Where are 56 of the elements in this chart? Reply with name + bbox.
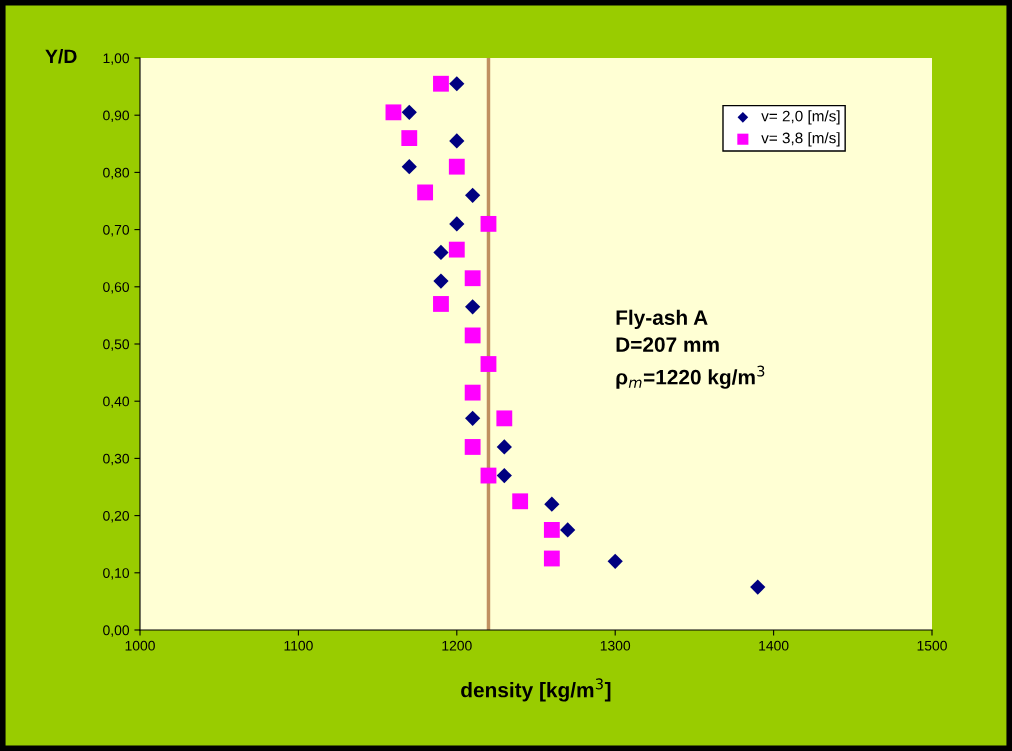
annotation: Fly-ash A D=207 mm ρ$_{m}$=1220 kg/m$^{3}$ [616, 309, 765, 389]
y-tick-label: 0,50 [103, 339, 130, 351]
point [401, 130, 418, 146]
point [496, 467, 512, 484]
point [433, 273, 449, 289]
y-axis-title: Y/D [45, 48, 77, 64]
point [401, 104, 417, 120]
point [480, 356, 497, 372]
point [560, 522, 576, 538]
point [512, 493, 529, 510]
point [480, 467, 497, 484]
point [465, 299, 481, 315]
point [496, 410, 513, 427]
point [543, 521, 560, 538]
y-tick-label: 1,00 [103, 53, 130, 65]
point [449, 76, 465, 92]
point [449, 133, 465, 149]
x-tick-label: 1500 [917, 640, 947, 651]
y-tick-label: 0,10 [103, 568, 130, 580]
y-tick-label: 0,40 [103, 396, 130, 409]
point [464, 327, 481, 344]
legend-label: v= 2,0 [m/s] [761, 110, 840, 125]
y-tick-label: 0,70 [103, 224, 130, 237]
point [417, 184, 434, 201]
point [465, 187, 481, 203]
point [448, 241, 465, 258]
point [464, 439, 481, 455]
x-tick-label: 1100 [284, 640, 313, 651]
point [496, 439, 512, 455]
y-tick-label: 0,90 [103, 110, 130, 123]
point [464, 270, 481, 287]
x-tick-label: 1400 [759, 640, 789, 651]
point [464, 384, 481, 401]
x-axis-title: density [kg/m$^{3}$] [461, 678, 611, 702]
point [543, 550, 560, 567]
point [465, 410, 481, 426]
y-tick-label: 0,80 [103, 167, 130, 180]
y-tick-label: 0,00 [103, 625, 130, 637]
point [449, 216, 465, 232]
y-tick-label: 0,60 [103, 282, 130, 294]
point [433, 75, 449, 92]
point [401, 159, 417, 175]
x-tick-label: 1300 [600, 640, 631, 651]
x-tick-label: 1000 [125, 640, 155, 651]
legend-label: v= 3,8 [m/s] [761, 132, 840, 147]
y-tick-label: 0,20 [103, 510, 130, 523]
point [480, 215, 497, 232]
y-tick-label: 0,30 [103, 453, 130, 466]
point [607, 553, 623, 569]
point [433, 244, 449, 261]
point [544, 496, 560, 512]
x-tick-label: 1200 [442, 640, 472, 651]
point [385, 104, 402, 121]
point [433, 296, 449, 312]
point [750, 579, 766, 595]
point [448, 158, 465, 175]
